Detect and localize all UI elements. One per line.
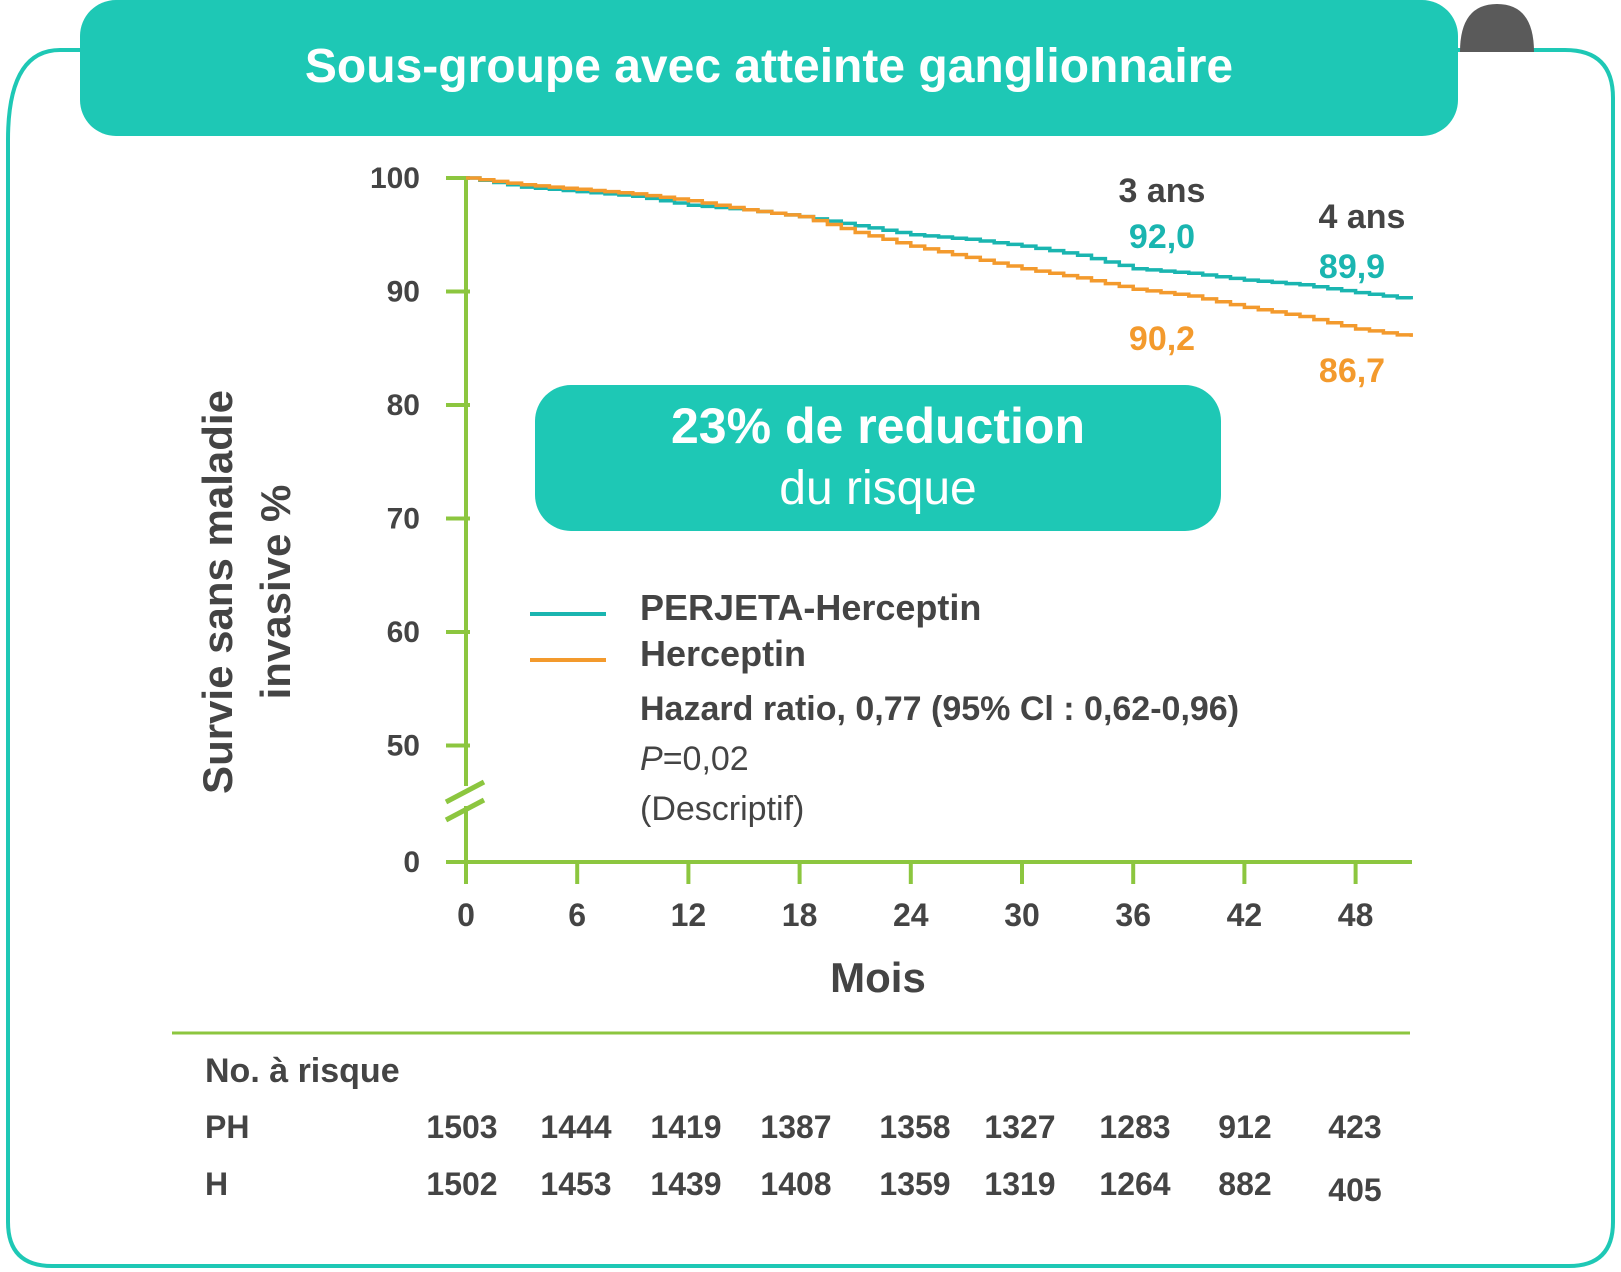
risk-table-title: No. à risque [205,1052,400,1090]
risk-cell: 1419 [650,1109,721,1145]
y-tick-label: 100 [370,162,420,195]
descriptive-note: (Descriptif) [640,790,804,828]
callout-line1: 23% de reduction [671,398,1085,454]
risk-cell: 1453 [540,1166,611,1202]
risk-cell: 882 [1218,1166,1271,1202]
axis-break-mark [444,779,486,805]
risk-cell: 423 [1328,1109,1381,1145]
p-number: =0,02 [663,740,749,778]
chart-axes [444,176,1412,884]
x-tick-label: 0 [457,897,475,933]
p-letter: P [640,740,663,778]
callout-line2: du risque [779,462,976,515]
risk-cell: 1358 [879,1109,950,1145]
x-axis-label: Mois [830,954,926,1001]
dark-tab [1460,4,1534,52]
hazard-ratio: Hazard ratio, 0,77 (95% Cl : 0,62-0,96) [640,690,1239,728]
four-years-label: 4 ans [1319,198,1406,236]
y-axis-label-line2: invasive % [252,485,299,700]
x-tick-label: 30 [1004,897,1040,933]
y-tick-labels: 0 50 60 70 80 90 100 [370,162,420,879]
x-tick-label: 36 [1115,897,1151,933]
series-line-perjeta-herceptin [466,176,1413,300]
risk-cell: 1264 [1099,1166,1170,1202]
risk-cell: 405 [1328,1172,1381,1208]
x-tick-label: 18 [782,897,818,933]
four-years-h-value: 86,7 [1319,352,1385,390]
risk-cell: 1359 [879,1166,950,1202]
outer-frame [6,48,1615,1268]
risk-cell: 1503 [426,1109,497,1145]
axis-break-mark [444,797,486,823]
x-tick-label: 48 [1338,897,1374,933]
page-title: Sous-groupe avec atteinte ganglionnaire [305,40,1233,93]
x-tick-label: 6 [568,897,586,933]
four-years-ph-value: 89,9 [1319,248,1385,286]
y-tick-label: 80 [387,389,420,422]
y-tick-label: 90 [387,276,420,309]
title-banner [80,0,1458,136]
x-tick-labels: 0 6 12 18 24 30 36 42 48 [457,897,1373,933]
risk-cell: 1502 [426,1166,497,1202]
three-years-h-value: 90,2 [1129,320,1195,358]
risk-cell: 1283 [1099,1109,1170,1145]
y-tick-label: 0 [403,846,420,879]
x-tick-label: 42 [1227,897,1263,933]
y-tick-label: 60 [387,616,420,649]
risk-cell: 912 [1218,1109,1271,1145]
series-lines [466,176,1413,337]
risk-table-rows: PH 1503 1444 1419 1387 1358 1327 1283 912 423 H 150… [205,1109,1382,1208]
risk-cell: 1439 [650,1166,721,1202]
risk-row-label: PH [205,1109,249,1145]
y-axis-label-line1: Survie sans maladie [194,390,241,794]
survival-chart: 0 50 60 70 80 90 100 0 6 12 18 24 30 36 42 48 [370,162,1413,933]
risk-row-label: H [205,1166,228,1202]
risk-cell: 1327 [984,1109,1055,1145]
risk-reduction-callout [535,385,1221,531]
legend-ph-label: PERJETA-Herceptin [640,587,981,628]
three-years-label: 3 ans [1119,172,1206,210]
risk-cell: 1444 [540,1109,611,1145]
legend-h-label: Herceptin [640,633,806,674]
y-tick-label: 50 [387,730,420,763]
series-line-herceptin [466,176,1413,337]
three-years-ph-value: 92,0 [1129,218,1195,256]
risk-cell: 1387 [760,1109,831,1145]
x-tick-label: 12 [671,897,707,933]
x-tick-label: 24 [893,897,929,933]
p-value: P=0,02 [640,740,749,778]
y-tick-label: 70 [387,503,420,536]
risk-cell: 1408 [760,1166,831,1202]
risk-cell: 1319 [984,1166,1055,1202]
